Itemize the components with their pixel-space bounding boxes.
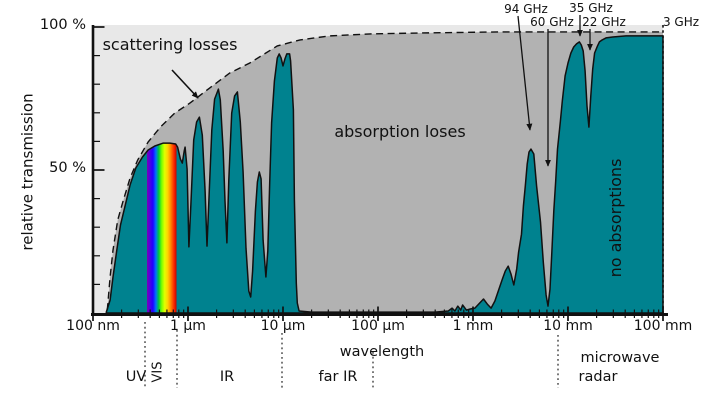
visible-spectrum-band <box>147 138 177 313</box>
scattering-arrow <box>171 69 199 99</box>
scattering-envelope-curve <box>106 31 663 311</box>
ghz-annotation-arrow <box>517 15 533 131</box>
